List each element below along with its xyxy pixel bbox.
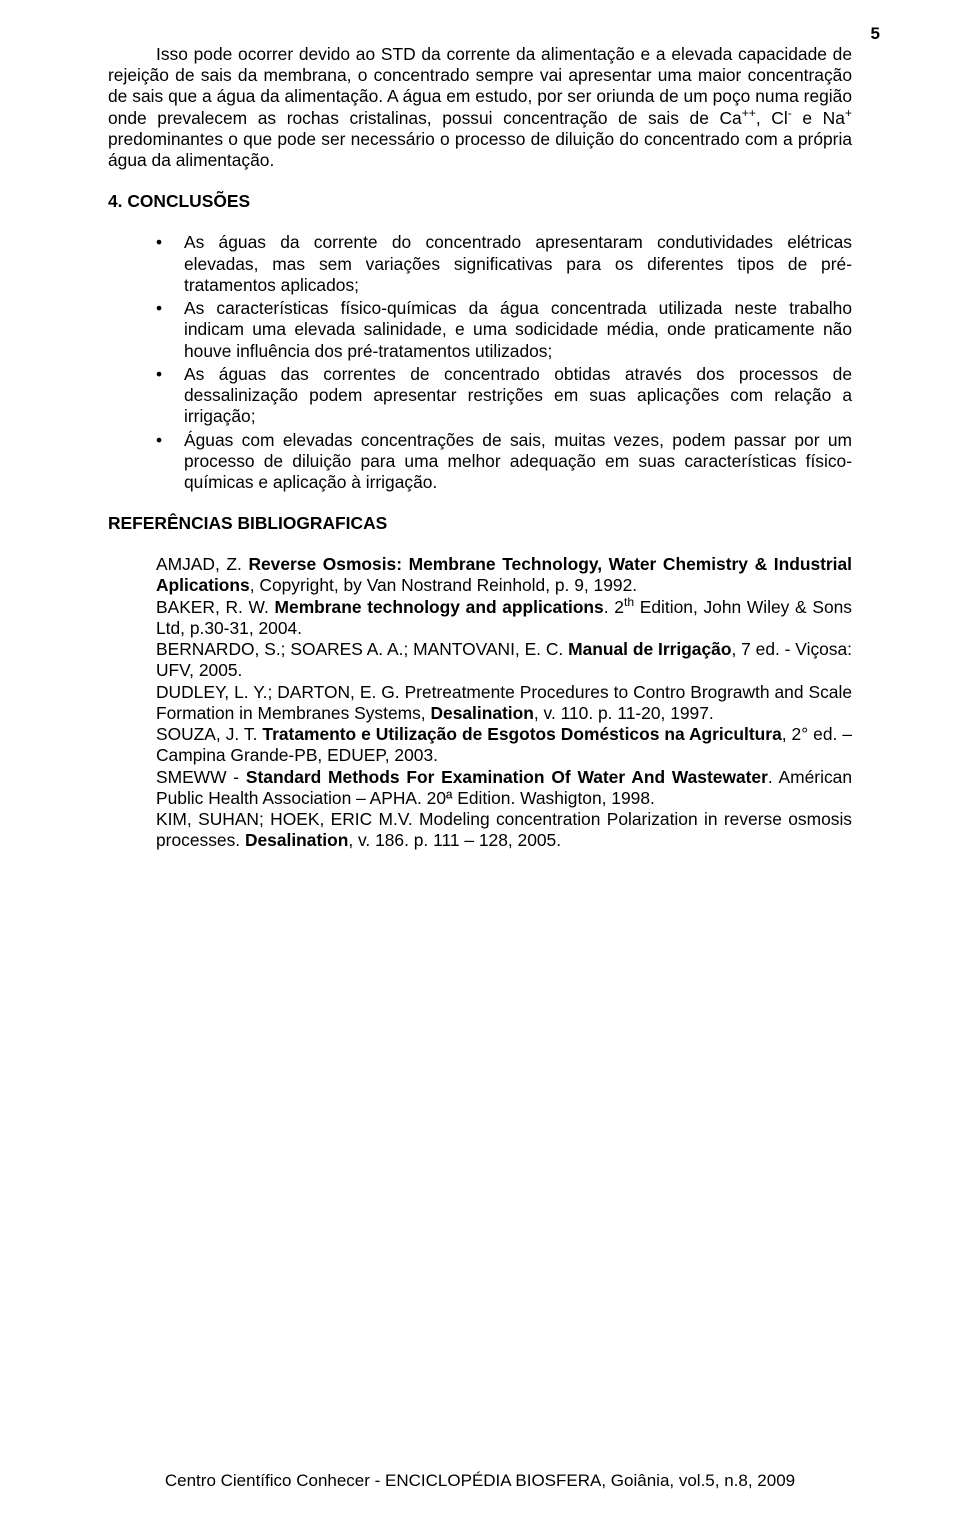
na-superscript: + bbox=[845, 106, 852, 120]
reference-entry: DUDLEY, L. Y.; DARTON, E. G. Pretreatmen… bbox=[156, 682, 852, 724]
ref-text: BAKER, R. W. bbox=[156, 597, 275, 617]
page-number: 5 bbox=[871, 24, 880, 44]
reference-entry: KIM, SUHAN; HOEK, ERIC M.V. Modeling con… bbox=[156, 809, 852, 851]
list-item: Águas com elevadas concentrações de sais… bbox=[156, 430, 852, 494]
ref-title: Membrane technology and applications bbox=[275, 597, 604, 617]
ref-title: Desalination bbox=[430, 703, 533, 723]
ref-text: , v. 110. p. 11-20, 1997. bbox=[534, 703, 714, 723]
references-block: AMJAD, Z. Reverse Osmosis: Membrane Tech… bbox=[108, 554, 852, 851]
reference-entry: AMJAD, Z. Reverse Osmosis: Membrane Tech… bbox=[156, 554, 852, 596]
ref-title: Desalination bbox=[245, 830, 348, 850]
ref-text: AMJAD, Z. bbox=[156, 554, 248, 574]
ref-title: Tratamento e Utilização de Esgotos Domés… bbox=[262, 724, 781, 744]
ref-superscript: th bbox=[624, 595, 634, 609]
conclusions-list: As águas da corrente do concentrado apre… bbox=[108, 232, 852, 493]
ref-text: BERNARDO, S.; SOARES A. A.; MANTOVANI, E… bbox=[156, 639, 568, 659]
intro-paragraph: Isso pode ocorrer devido ao STD da corre… bbox=[108, 44, 852, 171]
ref-text: , Copyright, by Van Nostrand Reinhold, p… bbox=[250, 575, 637, 595]
page: 5 Isso pode ocorrer devido ao STD da cor… bbox=[0, 0, 960, 1519]
reference-entry: BAKER, R. W. Membrane technology and app… bbox=[156, 597, 852, 639]
ref-text: SOUZA, J. T. bbox=[156, 724, 262, 744]
list-item: As características físico-químicas da ág… bbox=[156, 298, 852, 362]
intro-text-b: predominantes o que pode ser necessário … bbox=[108, 129, 852, 170]
cl-text: , Cl bbox=[756, 108, 788, 128]
ca-superscript: ++ bbox=[742, 106, 756, 120]
reference-entry: BERNARDO, S.; SOARES A. A.; MANTOVANI, E… bbox=[156, 639, 852, 681]
page-footer: Centro Científico Conhecer - ENCICLOPÉDI… bbox=[0, 1471, 960, 1491]
ref-title: Manual de Irrigação bbox=[568, 639, 731, 659]
list-item: As águas das correntes de concentrado ob… bbox=[156, 364, 852, 428]
references-heading: REFERÊNCIAS BIBLIOGRAFICAS bbox=[108, 513, 852, 534]
reference-entry: SMEWW - Standard Methods For Examination… bbox=[156, 767, 852, 809]
conclusions-heading: 4. CONCLUSÕES bbox=[108, 191, 852, 212]
ref-text: , v. 186. p. 111 – 128, 2005. bbox=[348, 830, 561, 850]
na-text: e Na bbox=[792, 108, 845, 128]
ref-text: SMEWW - bbox=[156, 767, 246, 787]
intro-text-a: Isso pode ocorrer devido ao STD da corre… bbox=[108, 44, 852, 128]
reference-entry: SOUZA, J. T. Tratamento e Utilização de … bbox=[156, 724, 852, 766]
list-item: As águas da corrente do concentrado apre… bbox=[156, 232, 852, 296]
ref-title: Standard Methods For Examination Of Wate… bbox=[246, 767, 768, 787]
ref-text: . 2 bbox=[604, 597, 624, 617]
